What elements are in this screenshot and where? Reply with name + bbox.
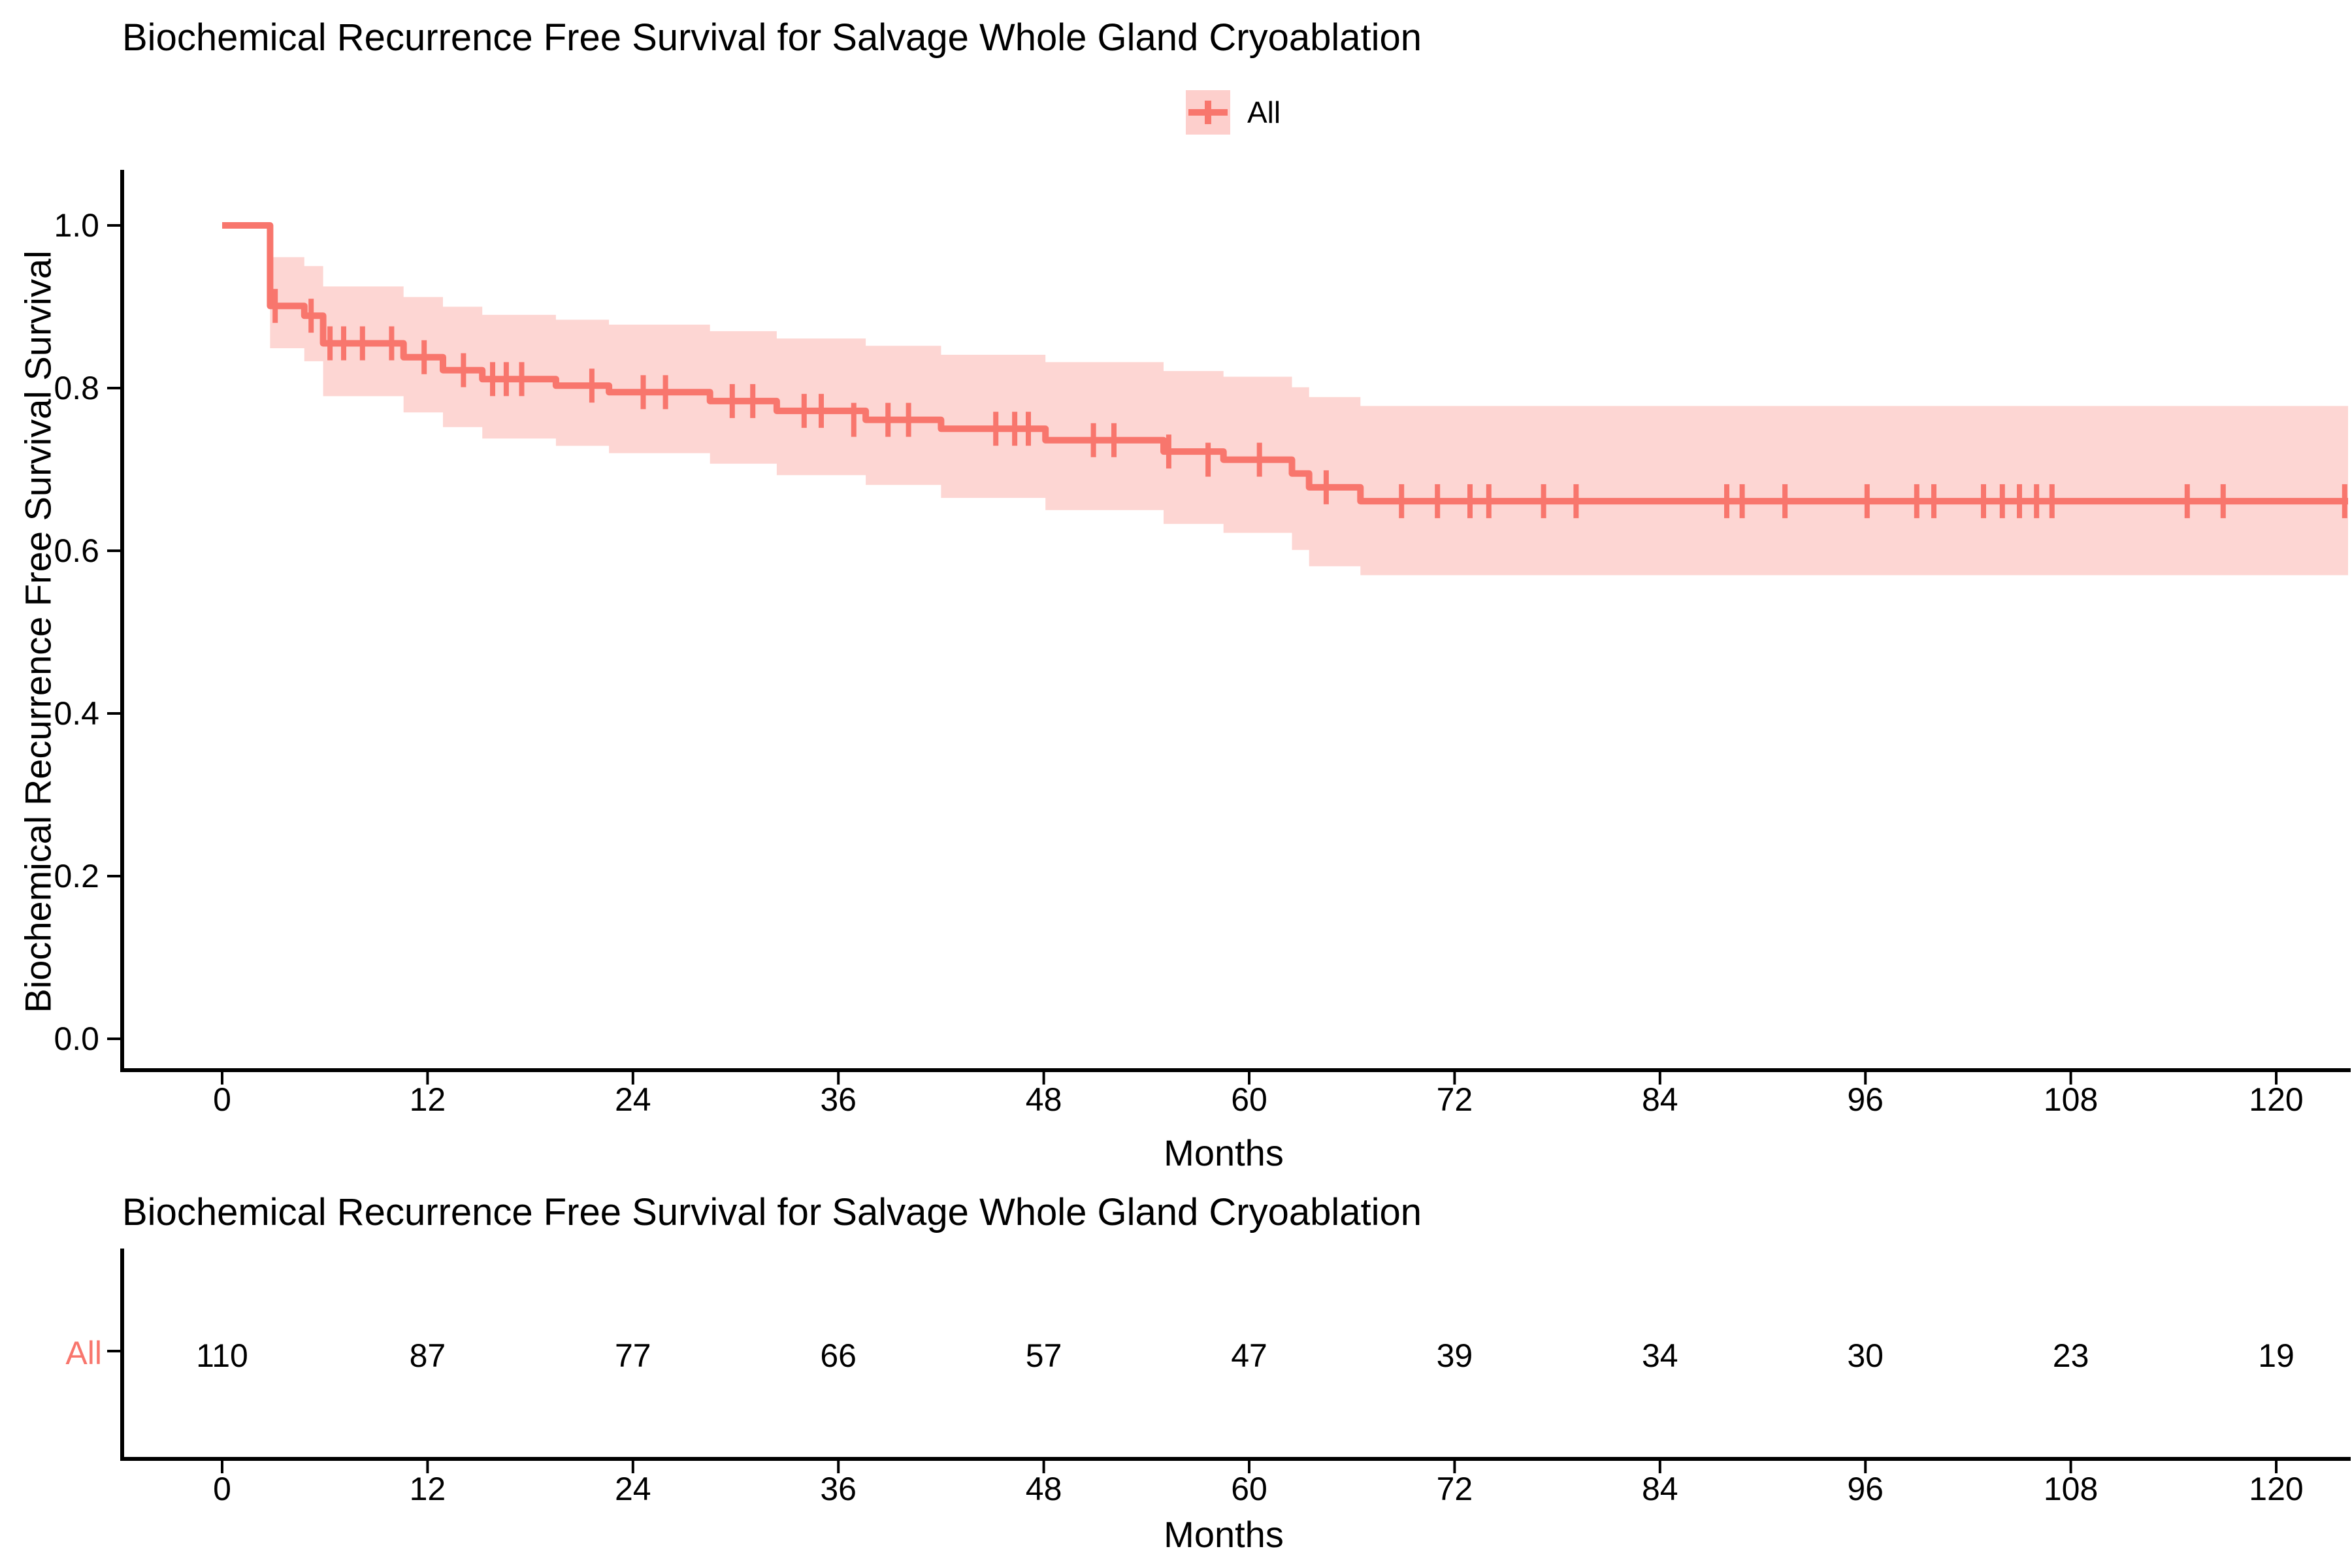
risk-table-x-axis-title: Months — [1164, 1514, 1284, 1555]
x-tick-label: 120 — [2249, 1081, 2303, 1118]
y-tick-label: 1.0 — [54, 207, 99, 244]
risk-x-tick-label: 120 — [2249, 1471, 2303, 1507]
risk-x-ticks: 0 12 24 36 48 60 72 84 96 108 120 — [213, 1461, 2304, 1507]
y-tick-label: 0.4 — [54, 695, 99, 732]
risk-x-tick-label: 36 — [820, 1471, 857, 1507]
x-tick-label: 84 — [1642, 1081, 1678, 1118]
risk-count: 77 — [615, 1337, 651, 1374]
risk-table-title: Biochemical Recurrence Free Survival for… — [122, 1191, 1422, 1233]
risk-count: 66 — [820, 1337, 857, 1374]
risk-x-tick-label: 12 — [410, 1471, 446, 1507]
survival-curve-all — [222, 222, 2348, 505]
x-tick-label: 24 — [615, 1081, 651, 1118]
risk-count: 30 — [1847, 1337, 1884, 1374]
x-tick-label: 12 — [410, 1081, 446, 1118]
risk-x-tick-label: 60 — [1231, 1471, 1267, 1507]
risk-table-row-label: All — [65, 1335, 102, 1371]
y-tick-label: 0.0 — [54, 1021, 99, 1057]
legend-label-all: All — [1247, 95, 1281, 129]
x-tick-label: 48 — [1026, 1081, 1062, 1118]
main-plot-axes — [120, 170, 2351, 1072]
x-tick-label: 36 — [820, 1081, 857, 1118]
risk-x-tick-label: 0 — [213, 1471, 231, 1507]
x-axis-title: Months — [1164, 1132, 1284, 1173]
risk-counts-row: 110 87 77 66 57 47 39 34 30 23 19 — [196, 1337, 2295, 1374]
risk-x-tick-label: 84 — [1642, 1471, 1678, 1507]
x-tick-label: 60 — [1231, 1081, 1267, 1118]
risk-count: 23 — [2053, 1337, 2089, 1374]
risk-x-tick-label: 72 — [1437, 1471, 1473, 1507]
legend-key-all-icon — [1186, 90, 1230, 135]
risk-x-tick-label: 108 — [2044, 1471, 2098, 1507]
x-tick-label: 96 — [1847, 1081, 1884, 1118]
y-tick-label: 0.8 — [54, 370, 99, 406]
risk-count: 87 — [410, 1337, 446, 1374]
y-tick-label: 0.6 — [54, 532, 99, 569]
legend-key-censor-tick — [1205, 101, 1211, 124]
confidence-band-all — [270, 257, 2349, 576]
censor-marks-all — [272, 289, 2347, 519]
risk-count: 39 — [1437, 1337, 1473, 1374]
risk-x-tick-label: 96 — [1847, 1471, 1884, 1507]
main-plot-title: Biochemical Recurrence Free Survival for… — [122, 16, 1422, 59]
risk-count: 19 — [2258, 1337, 2295, 1374]
risk-count: 110 — [196, 1337, 248, 1374]
risk-table-axes — [120, 1249, 2351, 1461]
risk-count: 34 — [1642, 1337, 1678, 1374]
y-axis-title: Biochemical Recurrence Free Survival Sur… — [17, 250, 59, 1013]
x-tick-label: 72 — [1437, 1081, 1473, 1118]
main-x-ticks: 0 12 24 36 48 60 72 84 96 108 120 — [213, 1072, 2304, 1118]
legend: All — [1186, 90, 1281, 135]
x-tick-label: 108 — [2044, 1081, 2098, 1118]
risk-count: 57 — [1026, 1337, 1062, 1374]
risk-x-tick-label: 24 — [615, 1471, 651, 1507]
main-y-ticks: 1.0 0.8 0.6 0.4 0.2 0.0 — [54, 207, 120, 1057]
y-tick-label: 0.2 — [54, 858, 99, 894]
risk-x-tick-label: 48 — [1026, 1471, 1062, 1507]
risk-count: 47 — [1231, 1337, 1267, 1374]
x-tick-label: 0 — [213, 1081, 231, 1118]
